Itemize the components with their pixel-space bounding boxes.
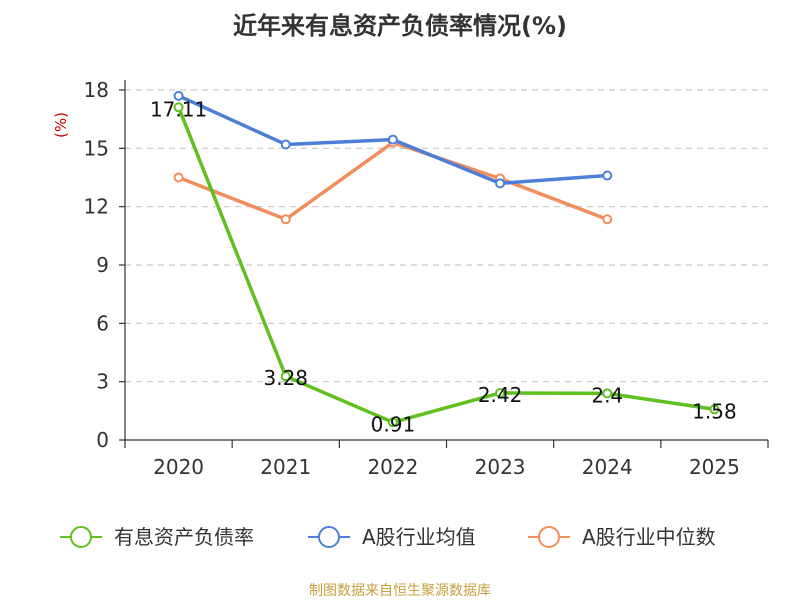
x-tick-label: 2025 bbox=[689, 455, 740, 479]
source-note: 制图数据来自恒生聚源数据库 bbox=[309, 583, 491, 599]
x-tick-label: 2024 bbox=[582, 455, 633, 479]
y-tick-label: 0 bbox=[96, 428, 109, 452]
data-point[interactable] bbox=[602, 214, 613, 225]
legend-item[interactable]: A股行业均值 bbox=[308, 525, 476, 549]
y-tick-label: 9 bbox=[96, 253, 109, 277]
data-point[interactable] bbox=[173, 102, 184, 113]
legend-marker bbox=[318, 526, 340, 548]
data-label: 0.91 bbox=[371, 412, 416, 436]
legend-item[interactable]: 有息资产负债率 bbox=[60, 525, 254, 549]
data-point[interactable] bbox=[173, 172, 184, 183]
data-point[interactable] bbox=[280, 214, 291, 225]
series-group bbox=[173, 90, 720, 428]
data-point[interactable] bbox=[709, 404, 720, 415]
y-tick-label: 6 bbox=[96, 311, 109, 335]
series-line bbox=[176, 106, 715, 425]
y-axis-unit: (%) bbox=[52, 112, 70, 138]
data-point[interactable] bbox=[280, 139, 291, 150]
data-point[interactable] bbox=[387, 417, 398, 428]
data-point[interactable] bbox=[280, 371, 291, 382]
data-point[interactable] bbox=[387, 134, 398, 145]
y-tick-label: 12 bbox=[84, 195, 109, 219]
data-label: 17.11 bbox=[150, 97, 207, 121]
data-point[interactable] bbox=[173, 90, 184, 101]
y-tick-label: 18 bbox=[84, 78, 109, 102]
axes: 0 3 6 9 12 15 18 2020 2021 2022 2023 2024 2025 bbox=[84, 78, 769, 479]
legend-marker bbox=[70, 526, 92, 548]
data-label: 1.58 bbox=[692, 399, 737, 423]
x-tick-label: 2022 bbox=[367, 455, 418, 479]
legend-label: A股行业中位数 bbox=[582, 525, 716, 549]
x-tick-label: 2020 bbox=[153, 455, 204, 479]
data-label: 2.4 bbox=[591, 383, 623, 407]
legend-marker bbox=[538, 526, 560, 548]
data-point[interactable] bbox=[495, 178, 506, 189]
data-point[interactable] bbox=[602, 388, 613, 399]
data-label: 3.28 bbox=[263, 366, 308, 390]
x-tick-label: 2021 bbox=[260, 455, 311, 479]
x-tick-label: 2023 bbox=[475, 455, 526, 479]
y-tick-label: 3 bbox=[96, 370, 109, 394]
legend[interactable]: 有息资产负债率 A股行业均值 A股行业中位数 bbox=[60, 525, 716, 549]
chart-title: 近年来有息资产负债率情况(%) bbox=[233, 12, 567, 40]
legend-item[interactable]: A股行业中位数 bbox=[528, 525, 716, 549]
data-point[interactable] bbox=[602, 170, 613, 181]
data-point[interactable] bbox=[495, 387, 506, 398]
gridlines bbox=[125, 89, 768, 383]
data-label: 2.42 bbox=[478, 383, 523, 407]
y-tick-label: 15 bbox=[84, 136, 109, 160]
legend-label: 有息资产负债率 bbox=[114, 525, 254, 549]
legend-label: A股行业均值 bbox=[362, 525, 476, 549]
data-labels: 17.11 3.28 0.91 2.42 2.4 1.58 bbox=[150, 97, 737, 436]
